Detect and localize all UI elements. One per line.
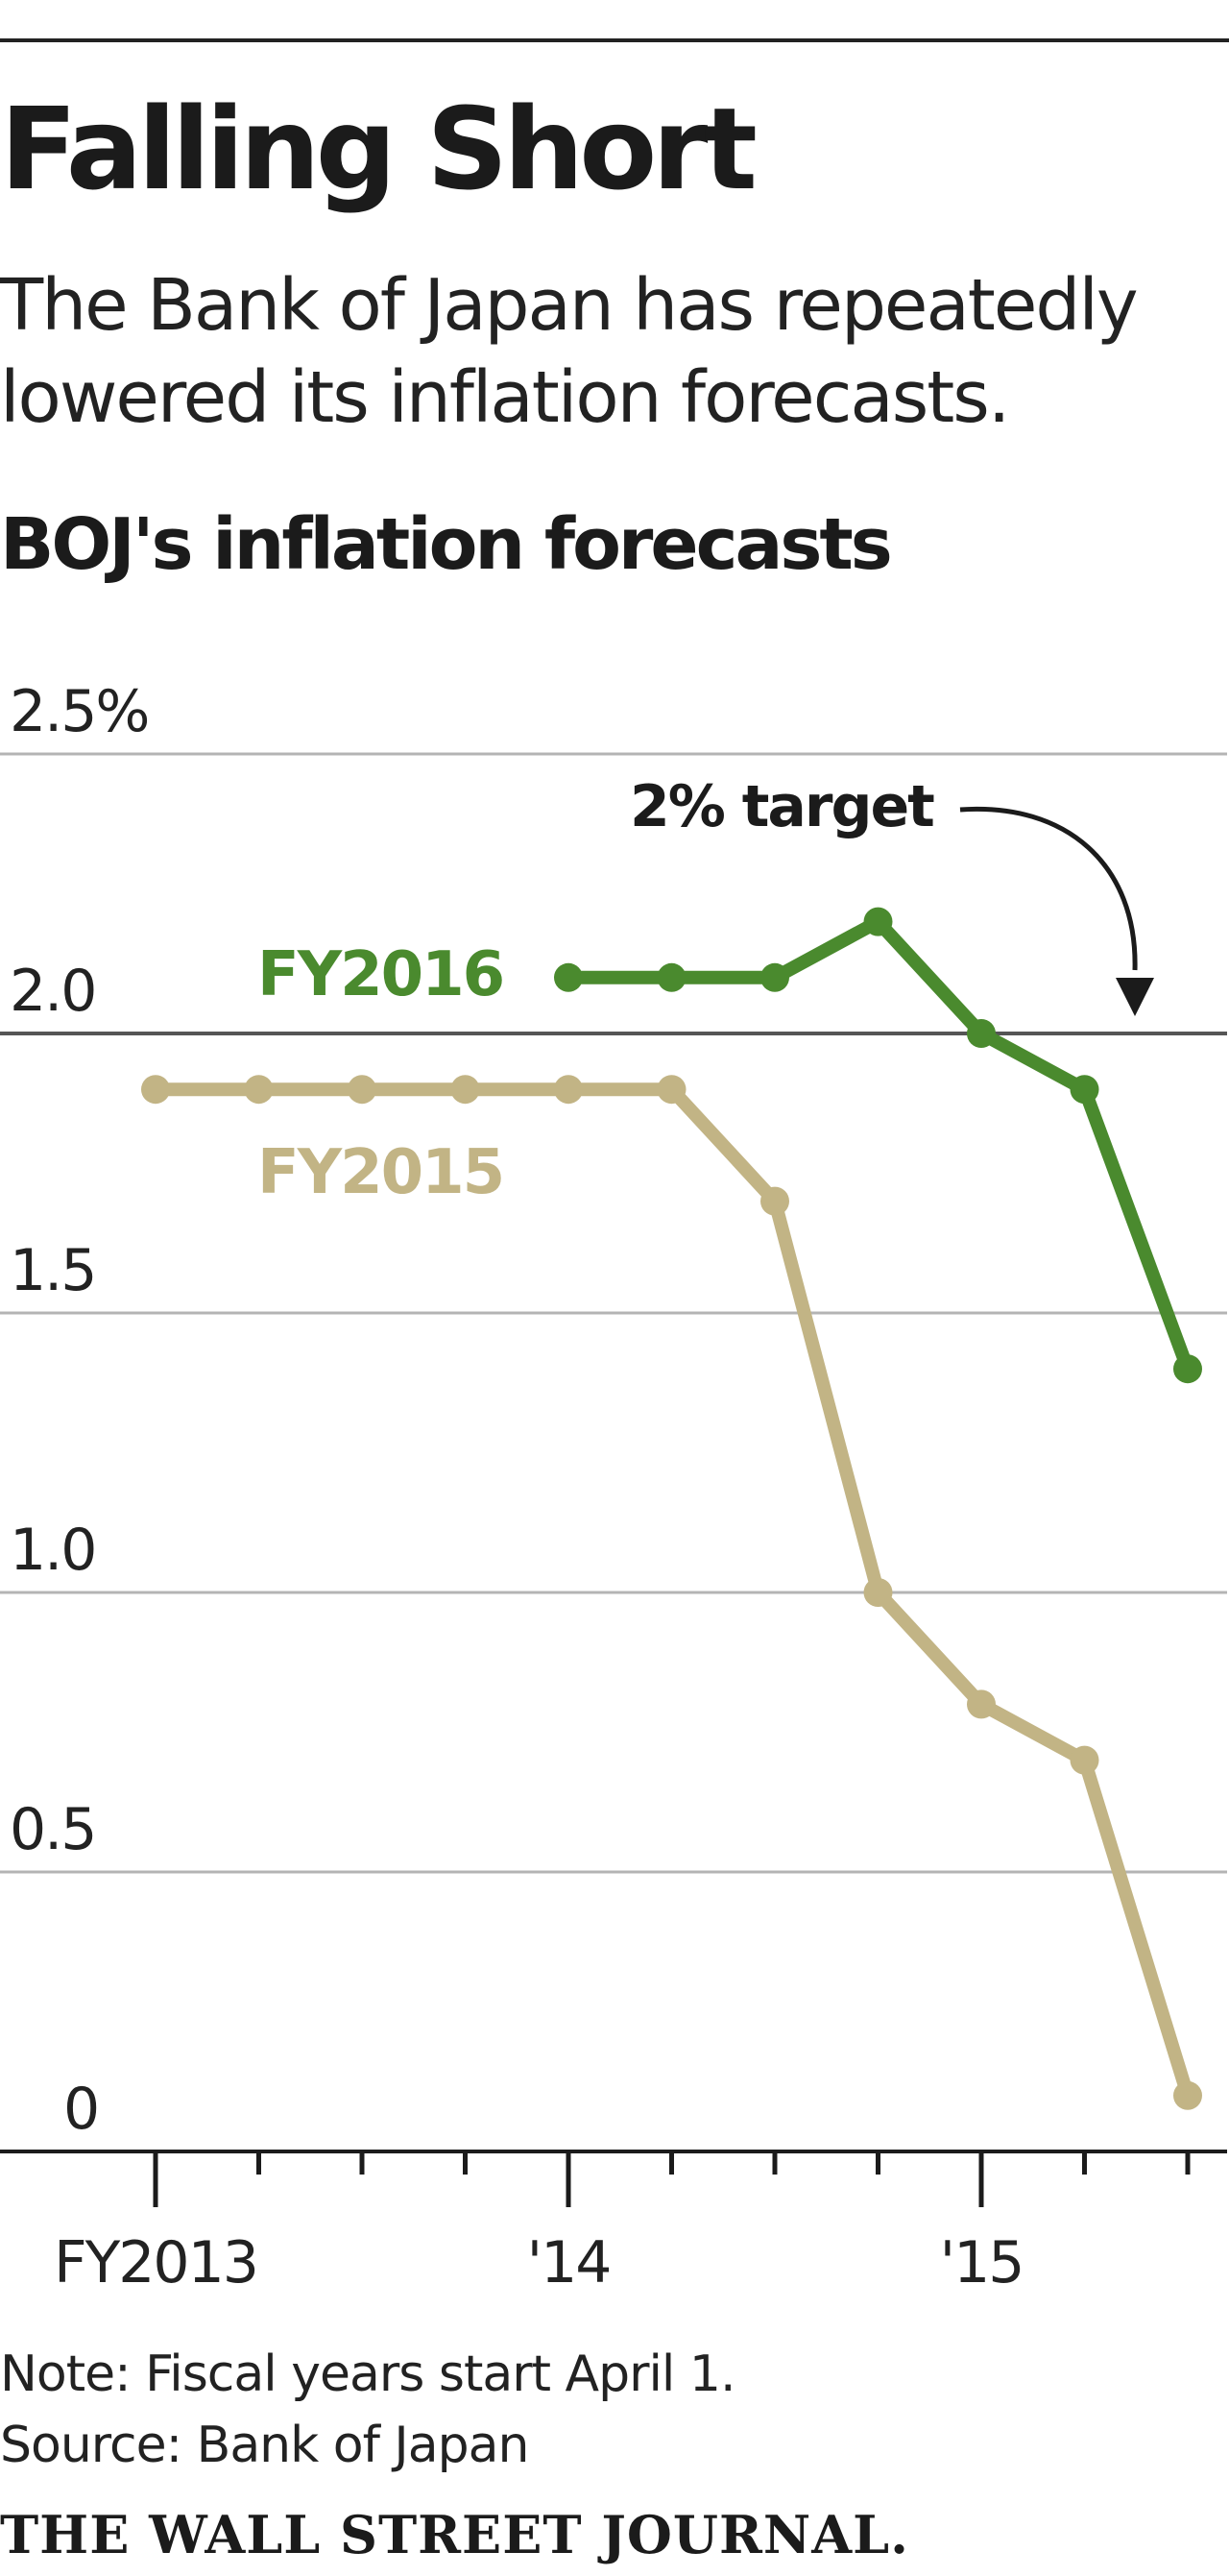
arrow-head-icon [1116, 978, 1154, 1016]
page-title: Falling Short [0, 83, 758, 215]
chart-title: BOJ's inflation forecasts [0, 503, 893, 586]
y-tick-label: 2.0 [10, 958, 95, 1025]
target-annotation: 2% target [630, 773, 934, 840]
y-tick-label: 2.5% [10, 678, 148, 745]
data-point [450, 1075, 480, 1105]
x-tick-label: '15 [940, 2229, 1024, 2297]
y-tick-label: 0 [63, 2076, 98, 2143]
series-label: FY2015 [257, 1137, 503, 1208]
data-point [1173, 2080, 1202, 2110]
data-point [863, 1578, 893, 1607]
data-point [967, 1689, 996, 1719]
series-line [562, 914, 1194, 1376]
data-point [554, 1075, 583, 1105]
data-point [863, 907, 893, 936]
x-tick-label: FY2013 [54, 2229, 257, 2297]
source-note: Source: Bank of Japan [0, 2417, 529, 2474]
data-point [244, 1075, 274, 1105]
data-point [141, 1075, 170, 1105]
series-label: FY2016 [257, 939, 503, 1010]
y-tick-label: 1.0 [10, 1517, 95, 1584]
data-point [760, 1186, 789, 1216]
annotation-arrow [959, 806, 1138, 971]
series-fy2015 [141, 1075, 1202, 2110]
data-point [657, 962, 687, 992]
page-subtitle: The Bank of Japan has repeatedly lowered… [0, 264, 1139, 439]
data-point [1173, 1354, 1202, 1384]
y-tick-label: 1.5 [10, 1237, 95, 1304]
data-point [348, 1075, 376, 1105]
data-point [760, 962, 789, 992]
data-point [967, 1019, 996, 1048]
footnote: Note: Fiscal years start April 1. [0, 2345, 736, 2403]
data-point [554, 962, 583, 992]
brand-logo: THE WALL STREET JOURNAL. [0, 2504, 909, 2565]
x-tick-label: '14 [527, 2229, 611, 2297]
data-point [1070, 1075, 1099, 1105]
data-point [1070, 1745, 1099, 1775]
data-point [657, 1075, 687, 1105]
y-tick-label: 0.5 [10, 1796, 95, 1863]
series-fy2016 [554, 907, 1202, 1384]
top-rule [0, 38, 1229, 42]
